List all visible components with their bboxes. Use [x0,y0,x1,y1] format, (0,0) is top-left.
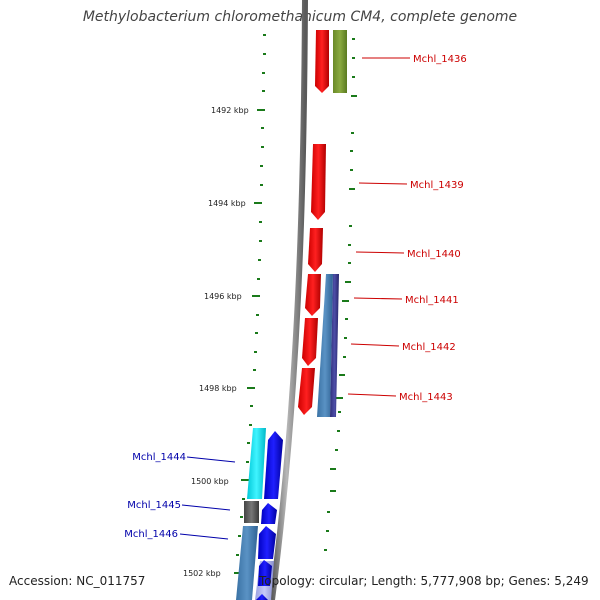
map-title: Methylobacterium chloromethanicum CM4, c… [82,9,518,25]
gene-feature-mchl-1446[interactable] [258,526,276,559]
leader-mchl-1439 [358,182,408,185]
accession-text: Accession: NC_011757 [9,574,146,588]
kbp-label-1500: 1500 kbp [191,477,229,486]
forward-genes [298,30,329,415]
leader-mchl-1444 [186,456,236,463]
kbp-label-1498: 1498 kbp [199,384,237,393]
right-tick-ruler [324,38,357,551]
left-tick-ruler [234,34,266,574]
blue-fragment-lower[interactable] [256,594,268,600]
kbp-labels: 1492 kbp 1494 kbp 1496 kbp 1498 kbp 1500… [183,106,249,578]
gene-feature-mchl-1444[interactable] [264,431,283,499]
leader-mchl-1440 [355,251,405,254]
gene-feature-mchl-1440[interactable] [308,228,323,272]
genome-summary-text: Topology: circular; Length: 5,777,908 bp… [259,574,589,588]
steelblue-feature[interactable] [317,274,333,417]
gene-label-mchl-1445[interactable]: Mchl_1445 [127,500,181,511]
gene-feature-mchl-1443[interactable] [298,368,315,415]
cyan-feature[interactable] [247,428,266,499]
leader-mchl-1445 [181,504,231,511]
leader-mchl-1443 [347,393,397,397]
gene-label-mchl-1446[interactable]: Mchl_1446 [124,529,178,540]
gene-label-mchl-1439[interactable]: Mchl_1439 [410,180,464,191]
kbp-label-1494: 1494 kbp [208,199,246,208]
gene-label-mchl-1443[interactable]: Mchl_1443 [399,392,453,403]
gray-feature[interactable] [244,501,259,523]
gene-labels: Mchl_1436 Mchl_1439 Mchl_1440 Mchl_1441 … [124,54,466,540]
label-leaders [179,57,410,540]
leader-mchl-1441 [353,297,403,300]
navy-feature[interactable] [330,274,339,417]
annotation-features [317,30,347,417]
gene-feature-mchl-1442[interactable] [302,318,318,366]
gene-label-mchl-1444[interactable]: Mchl_1444 [132,452,186,463]
genome-backbone [269,0,308,600]
olive-feature[interactable] [333,30,347,93]
leader-mchl-1446 [179,533,229,540]
kbp-label-1492: 1492 kbp [211,106,249,115]
blue-fragment[interactable] [258,560,272,586]
gene-feature-mchl-1436[interactable] [315,30,329,93]
kbp-label-1502: 1502 kbp [183,569,221,578]
gene-feature-mchl-1441[interactable] [305,274,321,316]
gene-label-mchl-1436[interactable]: Mchl_1436 [413,54,467,65]
reverse-genes [236,428,283,600]
gene-label-mchl-1441[interactable]: Mchl_1441 [405,295,459,306]
leader-mchl-1442 [350,343,400,347]
gene-label-mchl-1440[interactable]: Mchl_1440 [407,249,461,260]
gene-feature-mchl-1439[interactable] [311,144,326,220]
gene-feature-mchl-1445[interactable] [261,503,277,524]
steelblue-feature-lower[interactable] [236,526,258,600]
kbp-label-1496: 1496 kbp [204,292,242,301]
gene-label-mchl-1442[interactable]: Mchl_1442 [402,342,456,353]
